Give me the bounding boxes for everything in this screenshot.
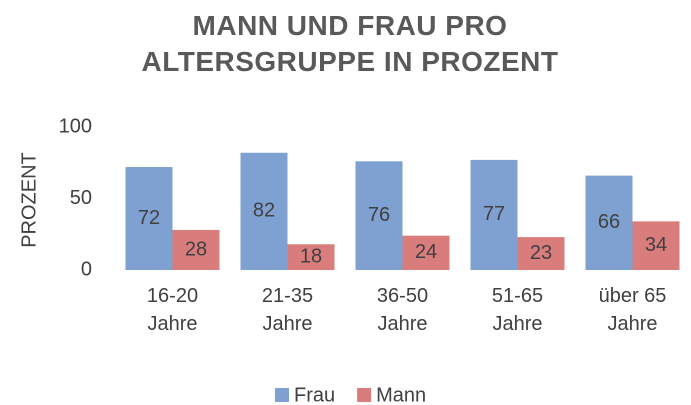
legend-label: Frau xyxy=(294,384,335,405)
value-label: 24 xyxy=(415,241,437,263)
x-tick-label: über 65 Jahre xyxy=(598,285,667,335)
bar xyxy=(470,159,518,270)
chart-title: MANN UND FRAU PRO ALTERSGRUPPE IN PROZEN… xyxy=(141,10,559,77)
bar xyxy=(125,167,173,270)
bar xyxy=(172,229,220,270)
value-label: 72 xyxy=(138,207,160,229)
legend-swatch xyxy=(275,388,289,402)
value-label: 82 xyxy=(253,200,275,222)
x-tick-label: 21-35 Jahre xyxy=(261,285,314,335)
y-tick-label: 50 xyxy=(70,187,92,209)
value-label: 18 xyxy=(300,245,322,267)
value-label: 28 xyxy=(185,238,207,260)
x-tick-label: 36-50 Jahre xyxy=(376,285,429,335)
bar xyxy=(632,221,680,270)
bar xyxy=(585,175,633,270)
y-axis-label: PROZENT xyxy=(18,152,40,248)
value-label: 66 xyxy=(598,211,620,233)
bar xyxy=(402,235,450,270)
legend-swatch xyxy=(357,388,372,402)
bar xyxy=(517,237,565,270)
y-tick-label: 0 xyxy=(81,258,92,280)
value-label: 34 xyxy=(645,234,667,256)
bar xyxy=(240,152,288,270)
x-tick-label: 51-65 Jahre xyxy=(491,285,544,335)
value-label: 76 xyxy=(368,204,390,226)
y-tick-label: 100 xyxy=(59,115,92,137)
bar xyxy=(355,161,403,270)
bar xyxy=(287,244,335,270)
value-label: 23 xyxy=(530,242,552,264)
legend-label: Mann xyxy=(376,384,426,405)
value-label: 77 xyxy=(483,203,505,225)
x-tick-label: 16-20 Jahre xyxy=(146,285,199,335)
